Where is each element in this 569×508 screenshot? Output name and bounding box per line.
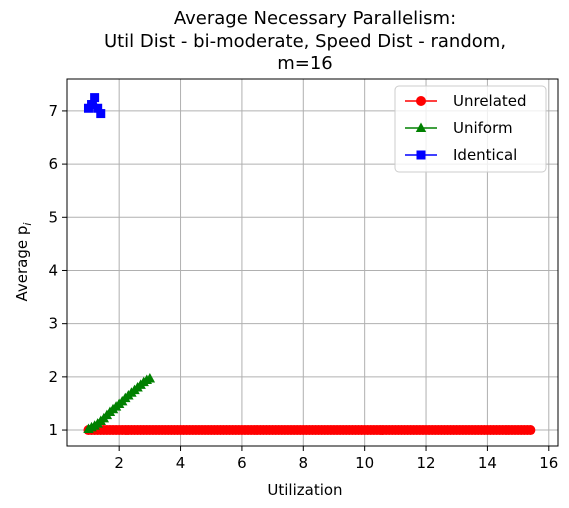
x-axis-label: Utilization	[267, 481, 342, 499]
legend-frame	[394, 85, 547, 173]
legend-label-uniform: Uniform	[453, 119, 513, 137]
y-tick-label: 5	[48, 208, 58, 226]
chart-title: Average Necessary Parallelism: Util Dist…	[104, 8, 506, 74]
data-point-uniform	[144, 372, 156, 383]
chart-title-line-1: Average Necessary Parallelism:	[174, 8, 456, 29]
x-tick-label: 10	[355, 454, 374, 472]
data-point-identical	[93, 103, 103, 113]
legend-swatch-marker	[416, 150, 426, 160]
y-tick-label: 4	[48, 261, 58, 279]
data-point-identical	[90, 93, 100, 103]
legend-swatch-marker	[415, 122, 427, 132]
x-tick-label: 12	[416, 454, 435, 472]
x-tick-label: 6	[237, 454, 247, 472]
y-tick-label: 2	[48, 368, 58, 386]
y-axis-label-main: Average p	[13, 226, 31, 302]
chart-title-line-2: Util Dist - bi-moderate, Speed Dist - ra…	[104, 31, 506, 52]
series-unrelated	[83, 425, 536, 436]
legend-label-unrelated: Unrelated	[453, 92, 527, 110]
x-tick-label: 14	[478, 454, 497, 472]
chart-title-line-3: m=16	[277, 53, 333, 74]
x-tick-label: 16	[539, 454, 558, 472]
y-tick-label: 3	[48, 315, 58, 333]
y-axis-label: Average pi	[13, 223, 34, 302]
x-tick-label: 2	[114, 454, 124, 472]
legend-label-identical: Identical	[453, 146, 517, 164]
legend-entry-uniform: Uniform	[405, 119, 513, 137]
y-axis-label-subscript: i	[21, 223, 34, 226]
x-tick-label: 8	[299, 454, 309, 472]
legend-swatch-marker	[416, 96, 426, 106]
data-point-unrelated	[525, 425, 536, 436]
data-point-identical	[87, 100, 97, 110]
y-tick-label: 1	[48, 421, 58, 439]
series-layer	[83, 93, 536, 436]
data-point-identical	[96, 109, 106, 119]
legend-entry-identical: Identical	[405, 146, 517, 164]
legend-entry-unrelated: Unrelated	[405, 92, 527, 110]
y-tick-label: 7	[48, 102, 58, 120]
series-uniform	[83, 372, 156, 433]
legend: Unrelated Uniform Identical	[394, 85, 547, 173]
plot-area-frame	[66, 78, 559, 447]
series-identical	[83, 93, 106, 119]
y-tick-label: 6	[48, 155, 58, 173]
x-tick-label: 4	[176, 454, 186, 472]
